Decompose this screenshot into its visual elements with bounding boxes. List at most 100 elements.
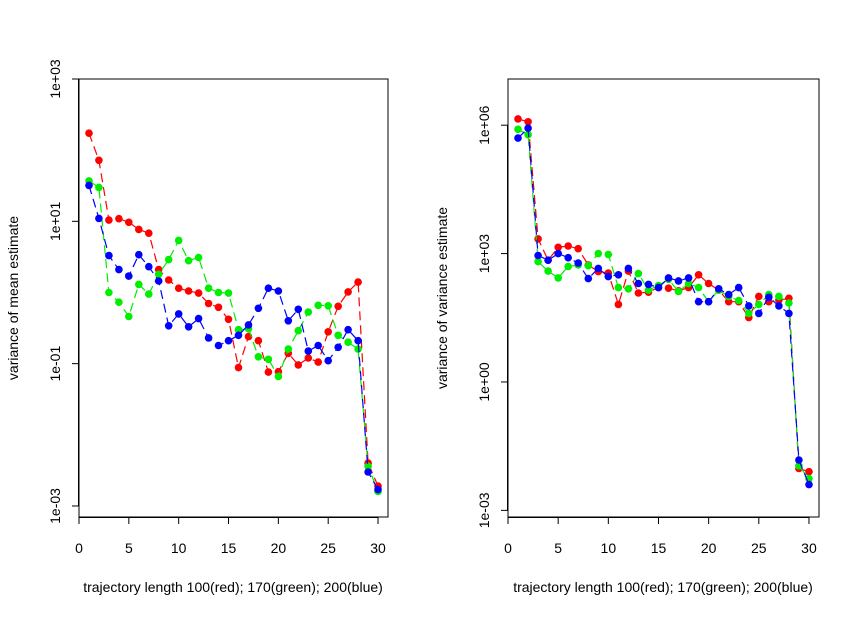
right-y-tick-label: 1e+00 [476,362,492,402]
right-x-tick-label: 25 [751,540,767,556]
left-plot-frame [78,78,389,518]
left-series-blue-point [174,310,183,318]
left-series-red-point [214,303,223,312]
left-series-blue-point [264,284,273,293]
left-series-red-line [88,132,379,487]
right-series-blue-point [664,274,673,282]
right-y-tick-label: 1e-03 [476,492,492,528]
left-series-blue-point [145,262,153,271]
right-series-blue-point [684,274,693,282]
left-series-blue-point [244,321,253,329]
right-series-blue-point [584,274,593,283]
left-series-blue-point [344,325,352,334]
right-series-blue-point [534,251,542,260]
left-series-green-point [194,253,203,262]
right-series-red-point [574,244,582,253]
left-series-blue-point [294,305,303,314]
left-series-blue-point [95,214,103,223]
right-series-green-point [624,285,633,293]
left-series-blue-point [105,251,113,260]
right-series-blue-point [654,283,663,292]
right-series-red-point [564,242,572,250]
right-series-green-point [604,250,613,259]
left-series-green-point [234,325,243,334]
right-series-blue-point [624,264,633,273]
right-series-blue-point [674,277,683,285]
left-series-blue-point [374,485,382,494]
left-series-blue-point [184,323,193,331]
left-series-green-point [145,290,153,298]
right-series-blue-point [714,285,723,293]
right-series-green-point [634,269,643,278]
right-series-red-point [614,300,623,309]
left-axis-ticks: 0 5 10 15 20 25 30 1e-03 1e-01 1e+01 1e+03 [47,59,386,556]
left-series-red-point [224,315,233,324]
left-series-blue-point [154,277,163,285]
right-series-blue-point [795,456,803,464]
left-series-red-point [344,288,352,296]
left-series-green-point [354,345,362,353]
right-series-green-point [644,286,653,294]
left-series-red-point [334,302,343,311]
left-series-green-point [364,462,372,471]
left-series-blue-point [85,181,93,190]
left-series-red-point [354,278,362,286]
left-series-blue-point [254,304,263,313]
left-series-blue-point [304,347,313,355]
right-x-tick-label: 30 [801,540,817,556]
right-axis-ticks: 0 5 10 15 20 25 30 1e-03 1e+00 1e+03 1e+06 [476,105,817,556]
right-series-blue-point [544,256,552,265]
right-series-green-point [544,267,552,275]
right-series-red-point [634,289,643,297]
left-series-green-point [164,255,173,264]
left-series-red-point [304,354,313,362]
right-x-axis-title: trajectory length 100(red); 170(green); … [513,579,813,595]
left-series-blue-point [274,287,283,295]
left-series-blue-point [135,250,143,259]
right-series-blue-point [594,264,603,273]
right-series-red-point [524,118,532,126]
right-series-green-point [534,257,542,266]
left-x-tick-label: 15 [221,540,237,556]
right-series-blue-point [785,309,793,318]
left-y-axis-title: variance of mean estimate [5,216,21,380]
right-series-red-point [724,297,733,306]
right-series-blue-point [554,249,562,258]
right-series-blue-point [775,302,783,310]
right-series-green-point [694,283,703,292]
right-series-red-point [805,467,813,476]
left-series-red-point [314,358,323,366]
left-series-red-point [125,218,133,227]
left-series-green-point [344,338,352,347]
right-series-red-point [755,292,763,301]
left-series-green-point [154,270,163,279]
right-x-tick-label: 20 [701,540,717,556]
right-series-green-point [554,274,562,282]
left-series-blue-line [88,185,379,490]
left-x-tick-label: 5 [125,540,133,556]
left-series-red-point [264,368,273,376]
left-series-green-point [294,326,303,335]
left-x-tick-label: 30 [370,540,386,556]
left-series-green-point [304,308,313,316]
right-series-red-point [514,115,522,123]
right-series-blue-point [745,302,753,310]
left-series-green-point [105,288,113,297]
right-series-blue-point [755,309,763,318]
left-series-blue-point [334,343,343,352]
left-series-green-line [88,180,379,492]
right-y-axis-title: variance of variance estimate [434,207,450,389]
left-series-blue-point [224,336,233,345]
left-series-green-point [324,302,333,310]
left-series-red-point [135,225,143,234]
left-series-green-point [125,312,133,321]
right-series-blue-point [765,293,773,302]
left-series-green-point [274,372,283,381]
left-x-tick-label: 0 [75,540,83,556]
left-panel-variance-of-mean: trajectory length 100(red); 170(green); … [5,59,389,595]
right-series-blue-point [634,279,643,288]
right-series-green-line [517,128,810,480]
right-x-tick-label: 10 [601,540,617,556]
left-series-red-point [234,363,243,372]
